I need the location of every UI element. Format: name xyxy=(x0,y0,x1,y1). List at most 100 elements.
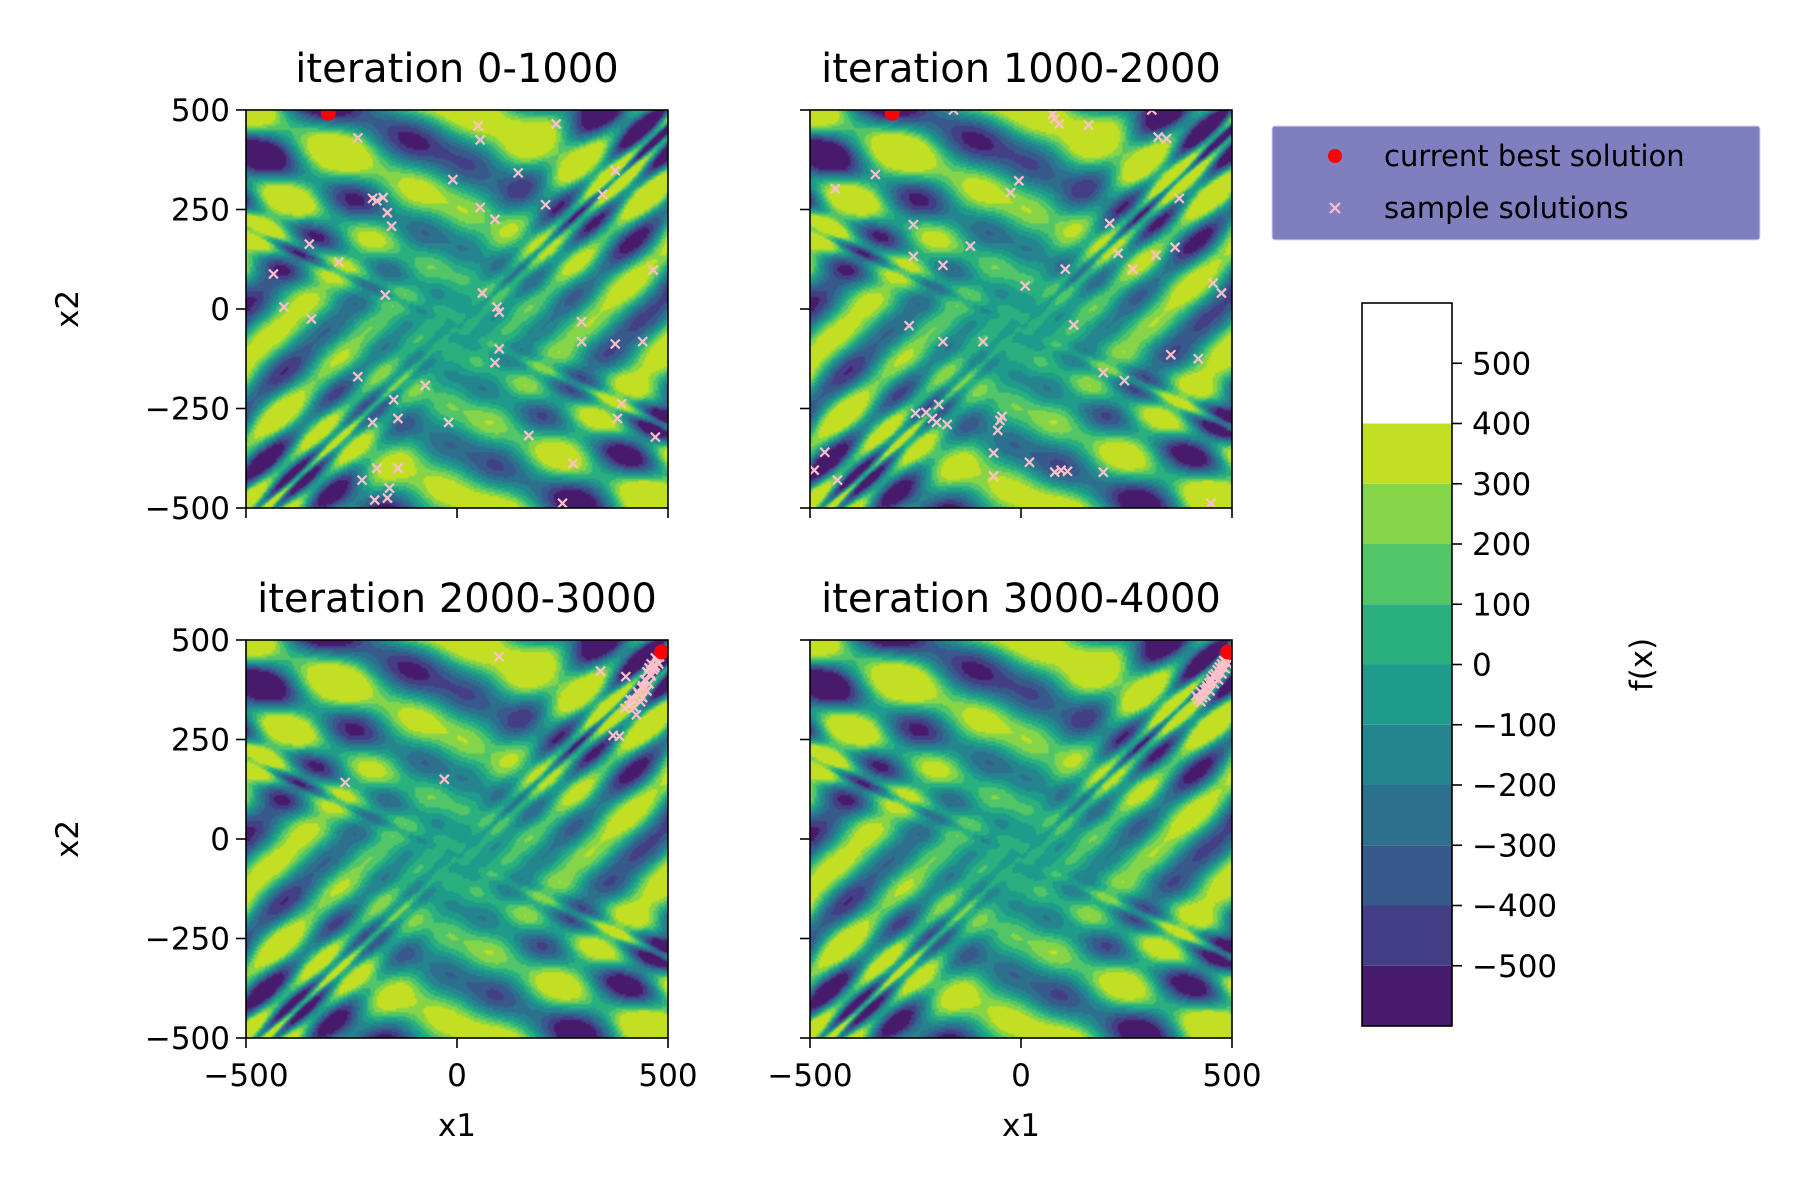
markers xyxy=(810,110,1227,508)
contour-surface xyxy=(246,110,668,508)
sample-solution-marker xyxy=(614,731,625,742)
markers xyxy=(1190,644,1232,707)
sample-solution-marker xyxy=(641,685,653,697)
sample-solution-marker xyxy=(910,407,921,419)
x-axis-label: x1 xyxy=(1002,1108,1040,1144)
y-tick-label: 0 xyxy=(210,292,230,328)
sample-solution-marker xyxy=(832,474,843,486)
sample-solution-marker xyxy=(1150,249,1162,261)
colorbar-band xyxy=(1362,965,1452,1026)
sample-solution-marker xyxy=(620,671,632,682)
y-axis-label: x2 xyxy=(50,820,86,858)
sample-solution-marker xyxy=(992,425,1004,436)
sample-solution-marker xyxy=(933,399,944,410)
colorbar-tick-label: −200 xyxy=(1472,768,1557,804)
sample-solution-marker xyxy=(1053,118,1065,130)
sample-solution-marker xyxy=(810,464,820,476)
sample-solution-marker xyxy=(1146,110,1158,116)
colorbar-band xyxy=(1362,544,1452,605)
sample-solution-marker xyxy=(493,651,505,662)
sample-solution-marker xyxy=(1173,193,1185,204)
sample-solution-marker xyxy=(443,417,454,428)
legend-sample-marker xyxy=(1329,202,1341,214)
sample-solution-marker xyxy=(268,268,279,280)
contour-surface xyxy=(246,640,668,1038)
best-solution-marker xyxy=(320,110,336,121)
sample-solution-marker xyxy=(371,462,383,474)
colorbar-band xyxy=(1362,604,1452,665)
sample-solution-marker xyxy=(619,703,631,714)
sample-solution-marker xyxy=(636,682,648,694)
sample-solution-marker xyxy=(1207,277,1219,289)
sample-solution-marker xyxy=(339,777,351,788)
colorbar-tick-label: −100 xyxy=(1472,708,1557,744)
colorbar-tick-label: 300 xyxy=(1472,467,1531,503)
sample-solution-marker xyxy=(1060,263,1071,275)
contour-surface xyxy=(810,640,1232,1038)
sample-solution-marker xyxy=(278,301,290,313)
y-tick-label: −500 xyxy=(145,1021,230,1057)
sample-solution-marker xyxy=(908,251,919,262)
colorbar-tick-label: 200 xyxy=(1472,527,1531,563)
sample-solution-marker xyxy=(371,195,383,207)
colorbar-band xyxy=(1362,724,1452,785)
sample-solution-marker xyxy=(870,169,881,180)
sample-solution-marker xyxy=(903,320,915,331)
sample-solution-marker xyxy=(472,120,484,132)
markers xyxy=(268,110,661,508)
sample-solution-marker xyxy=(576,336,587,347)
legend-label: current best solution xyxy=(1384,139,1685,173)
sample-solution-marker xyxy=(628,694,639,705)
sample-solution-marker xyxy=(304,238,315,250)
colorbar-band xyxy=(1362,423,1452,484)
sample-solution-marker xyxy=(1165,349,1177,361)
colorbar-tick-label: 100 xyxy=(1472,587,1531,623)
sample-solution-marker xyxy=(653,658,664,670)
best-solution-marker xyxy=(1220,644,1232,660)
sample-solution-marker xyxy=(377,192,389,203)
sample-solution-marker xyxy=(439,774,450,785)
sample-solution-marker xyxy=(493,306,505,318)
legend-label: sample solutions xyxy=(1384,191,1629,225)
sample-solution-marker xyxy=(609,165,621,176)
best-solution-marker xyxy=(884,110,900,121)
contour-surface xyxy=(810,110,1232,508)
sample-solution-marker xyxy=(352,132,364,144)
colorbar-tick-label: 500 xyxy=(1472,346,1531,382)
sample-solution-marker xyxy=(477,287,488,299)
sample-solution-marker xyxy=(1119,375,1130,386)
sample-solution-marker xyxy=(988,470,999,482)
colorbar-band xyxy=(1362,905,1452,966)
sample-solution-marker xyxy=(941,419,953,430)
y-tick-label: 250 xyxy=(171,193,230,229)
sample-solution-marker xyxy=(1098,367,1109,378)
sample-solution-marker xyxy=(1205,497,1217,508)
sample-solution-marker xyxy=(386,220,397,232)
sample-solution-marker xyxy=(474,202,486,213)
sample-solution-marker xyxy=(306,313,317,325)
y-tick-label: 500 xyxy=(171,93,230,129)
markers xyxy=(339,644,668,788)
sample-solution-marker xyxy=(1024,456,1035,468)
x-tick-label: −500 xyxy=(203,1058,288,1094)
sample-solution-marker xyxy=(369,494,380,506)
sample-solution-marker xyxy=(367,417,378,428)
sample-solution-marker xyxy=(948,110,959,116)
sample-solution-marker xyxy=(1161,133,1172,144)
sample-solution-marker xyxy=(996,411,1008,422)
sample-solution-marker xyxy=(1216,668,1228,680)
sample-solution-marker xyxy=(1127,263,1139,275)
sample-solution-marker xyxy=(1062,466,1073,477)
sample-solution-marker xyxy=(1104,218,1115,229)
sample-solution-marker xyxy=(356,474,368,486)
y-tick-label: 0 xyxy=(210,822,230,858)
sample-solution-marker xyxy=(1098,466,1109,478)
sample-solution-marker xyxy=(1049,466,1061,478)
sample-solution-marker xyxy=(382,207,393,218)
colorbar-band xyxy=(1362,785,1452,846)
sample-solution-marker xyxy=(352,371,364,382)
sample-solution-marker xyxy=(597,189,608,200)
colorbar-tick-label: −500 xyxy=(1472,949,1557,985)
sample-solution-marker xyxy=(830,183,841,195)
subplot-2: iteration 1000-2000 xyxy=(800,46,1233,518)
